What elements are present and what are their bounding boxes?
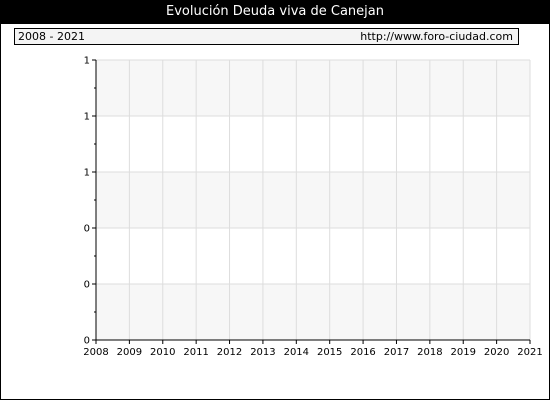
y-tick-labels: 0 0 0 1 1 1 bbox=[84, 56, 90, 347]
x-tick-label: 2017 bbox=[384, 347, 409, 358]
y-tick-label: 1 bbox=[84, 56, 90, 67]
x-tick-label: 2011 bbox=[183, 347, 208, 358]
y-tick-label: 0 bbox=[84, 280, 90, 291]
x-tick-label: 2009 bbox=[117, 347, 142, 358]
x-tick-label: 2020 bbox=[484, 347, 509, 358]
x-tick-label: 2013 bbox=[250, 347, 275, 358]
plot-band bbox=[96, 284, 530, 340]
x-tick-label: 2018 bbox=[417, 347, 442, 358]
y-tick-label: 1 bbox=[84, 168, 90, 179]
y-tick-label: 0 bbox=[84, 336, 90, 347]
y-tick-label: 1 bbox=[84, 112, 90, 123]
axes bbox=[92, 59, 531, 344]
x-tick-label: 2019 bbox=[451, 347, 476, 358]
chart-title: Evolución Deuda viva de Canejan bbox=[0, 0, 550, 24]
x-tick-label: 2015 bbox=[317, 347, 342, 358]
plot-band bbox=[96, 116, 530, 172]
source-url: http://www.foro-ciudad.com bbox=[360, 30, 513, 43]
plot-band bbox=[96, 228, 530, 284]
x-tick-label: 2012 bbox=[217, 347, 242, 358]
x-tick-label: 2008 bbox=[83, 347, 108, 358]
y-tick-label: 0 bbox=[84, 224, 90, 235]
x-tick-label: 2010 bbox=[150, 347, 175, 358]
info-bar: 2008 - 2021 http://www.foro-ciudad.com bbox=[14, 28, 519, 45]
x-tick-label: 2021 bbox=[517, 347, 542, 358]
x-tick-labels: 2008 2009 2010 2011 2012 2013 2014 2015 2016 2017… bbox=[83, 347, 542, 358]
plot-band bbox=[96, 172, 530, 228]
grid-lines bbox=[96, 59, 531, 340]
plot-bands bbox=[96, 60, 530, 340]
x-tick-label: 2016 bbox=[350, 347, 375, 358]
plot-band bbox=[96, 60, 530, 116]
x-tick-label: 2014 bbox=[284, 347, 309, 358]
date-range: 2008 - 2021 bbox=[18, 30, 85, 43]
